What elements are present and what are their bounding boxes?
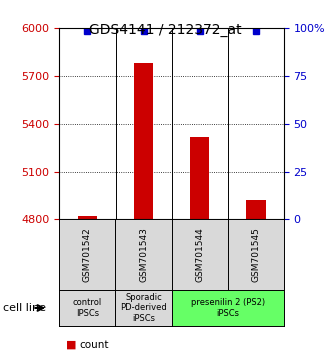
Text: cell line: cell line	[3, 303, 46, 313]
Text: ■: ■	[66, 340, 77, 350]
Bar	[246, 200, 266, 219]
Text: GSM701545: GSM701545	[251, 227, 260, 282]
Text: GDS4141 / 212372_at: GDS4141 / 212372_at	[89, 23, 241, 37]
Text: presenilin 2 (PS2)
iPSCs: presenilin 2 (PS2) iPSCs	[191, 298, 265, 318]
Text: GSM701543: GSM701543	[139, 227, 148, 282]
Bar	[134, 63, 153, 219]
Bar	[190, 137, 210, 219]
Bar	[78, 216, 97, 219]
Text: count: count	[79, 340, 109, 350]
Text: GSM701542: GSM701542	[83, 228, 92, 282]
Text: GSM701544: GSM701544	[195, 228, 204, 282]
Text: control
IPSCs: control IPSCs	[73, 298, 102, 318]
Text: Sporadic
PD-derived
iPSCs: Sporadic PD-derived iPSCs	[120, 293, 167, 323]
